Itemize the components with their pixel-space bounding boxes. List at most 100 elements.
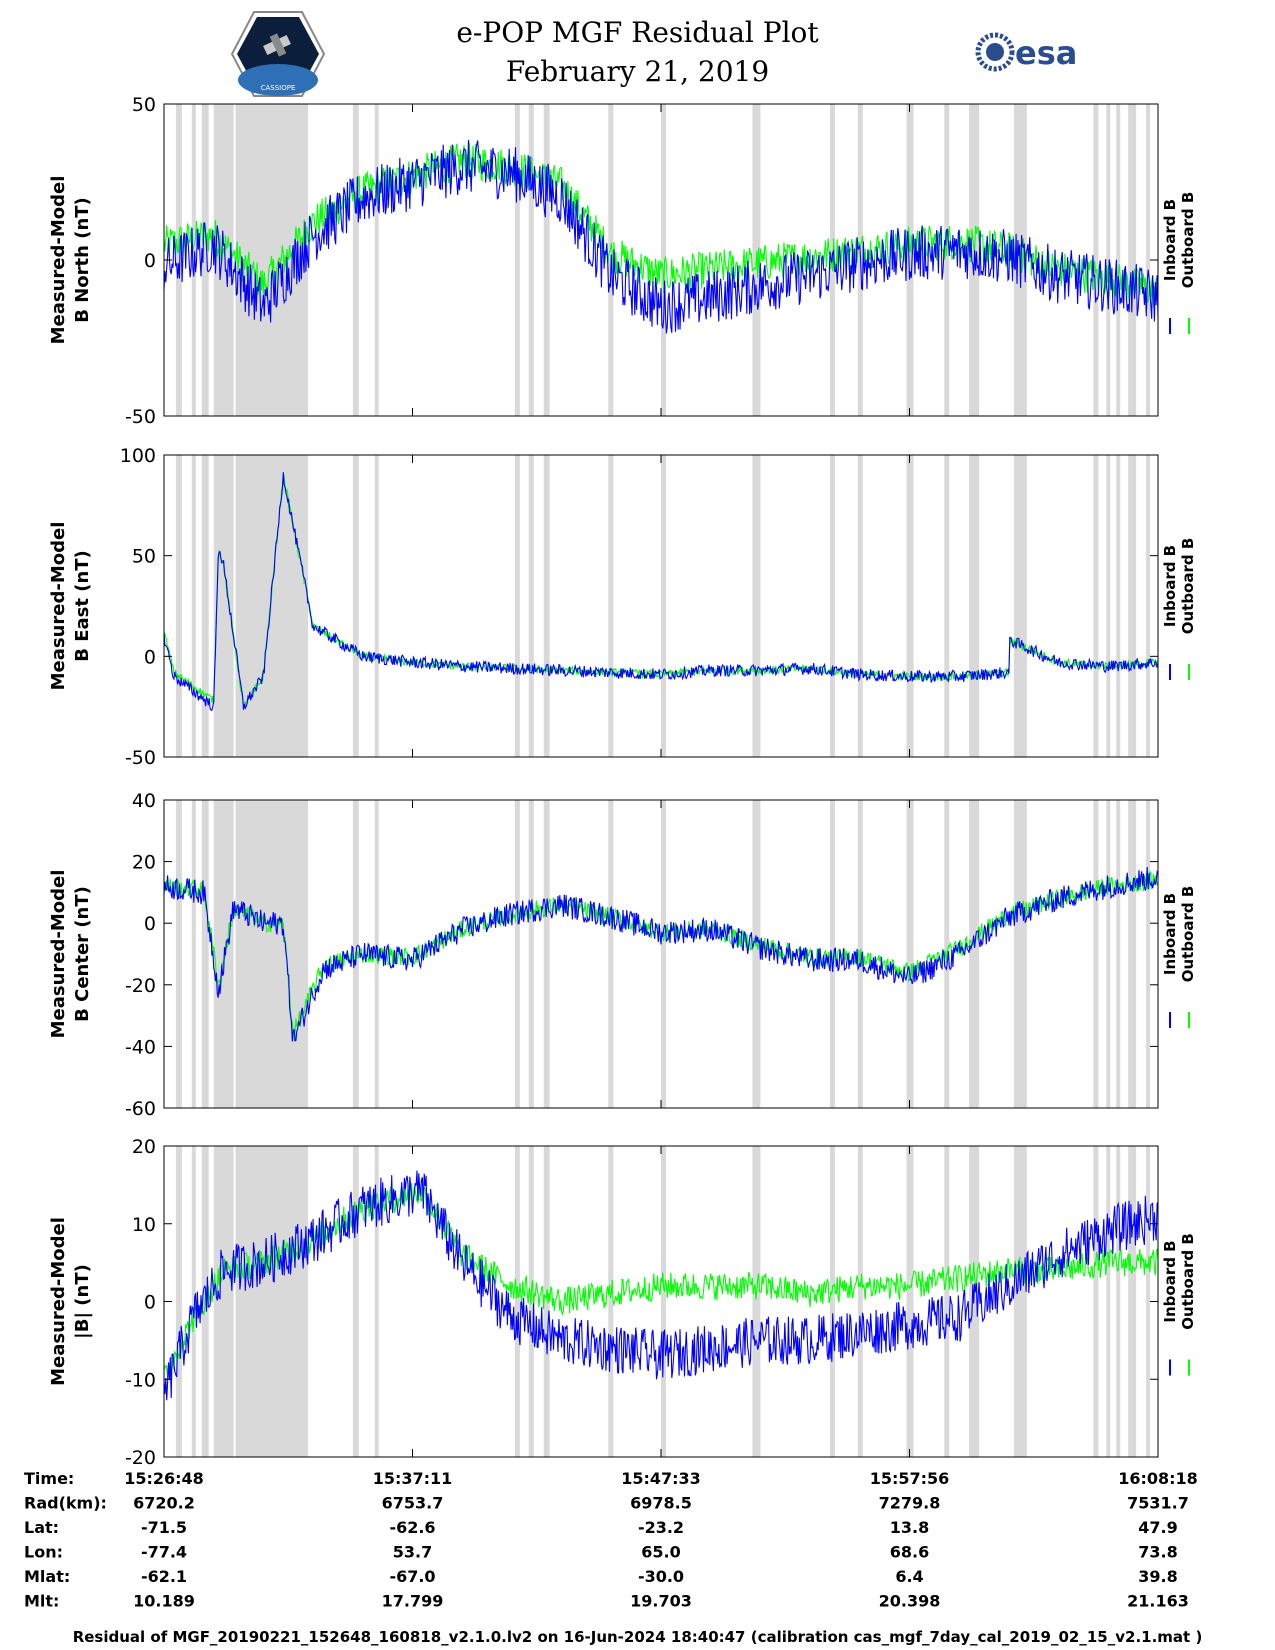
data-gap-band [1116, 800, 1121, 1108]
y-axis-label: Measured-Model B North (nT) [48, 176, 93, 345]
y-axis-label-line: Measured-Model [48, 176, 69, 345]
x-table-row-label: Lat: [24, 1518, 59, 1537]
y-axis-label-line: Measured-Model [48, 1217, 69, 1386]
data-gap-band [201, 800, 209, 1108]
x-table-cell: 73.8 [1138, 1543, 1177, 1562]
x-table-cell: 15:57:56 [870, 1469, 950, 1488]
data-gap-band [201, 455, 209, 757]
x-table-cell: 6978.5 [630, 1494, 692, 1513]
data-gap-band [235, 455, 309, 757]
data-gap-band [1146, 455, 1151, 757]
y-tick-label: 20 [132, 1136, 156, 1158]
panel-3: -60 -40 -20 0 20 40 Measured-Model B Center (nT… [48, 790, 1197, 1120]
y-tick-label: 50 [132, 546, 156, 568]
x-table-cell: 65.0 [641, 1543, 680, 1562]
data-gap-band [1013, 455, 1027, 757]
data-gap-band [528, 104, 534, 416]
data-gap-band [374, 455, 379, 757]
x-table-cell: 15:47:33 [621, 1469, 701, 1488]
esa-logo-text: esa [1015, 34, 1077, 72]
x-table-row-label: Lon: [24, 1543, 63, 1562]
data-gap-band [944, 455, 950, 757]
data-gap-band [608, 455, 614, 757]
y-tick-label: -40 [125, 1036, 156, 1058]
x-table-cell: 7279.8 [879, 1494, 941, 1513]
data-gap-band [528, 455, 534, 757]
legend: Inboard B Outboard B [1161, 192, 1197, 289]
data-gap-band [1116, 1146, 1121, 1457]
data-gap-band [543, 1146, 550, 1457]
data-gap-band [969, 800, 980, 1108]
legend: Inboard B Outboard B [1161, 1233, 1197, 1330]
data-gap-band [213, 1146, 234, 1457]
data-gap-band [1128, 104, 1137, 416]
y-axis-label: Measured-Model |B| (nT) [48, 1217, 93, 1386]
y-tick-label: 0 [144, 913, 156, 935]
data-gap-band [374, 1146, 379, 1457]
data-gap-band [191, 1146, 196, 1457]
data-gap-band [857, 455, 863, 757]
footer-caption: Residual of MGF_20190221_152648_160818_v… [72, 1628, 1203, 1646]
data-gap-band [608, 1146, 614, 1457]
x-table-cell: 6.4 [895, 1567, 923, 1586]
data-gap-band [661, 104, 666, 416]
x-table-cell: 68.6 [890, 1543, 929, 1562]
y-tick-label: -50 [125, 747, 156, 769]
series-line-inboard [163, 139, 1159, 334]
data-gap-band [1116, 104, 1121, 416]
data-gap-band [514, 1146, 520, 1457]
data-gap-band [906, 104, 914, 416]
y-tick-label: 20 [132, 852, 156, 874]
y-tick-label: -20 [125, 1447, 156, 1469]
data-gap-band [1128, 800, 1137, 1108]
x-table-cell: -23.2 [638, 1518, 684, 1537]
data-gap-band [1093, 455, 1099, 757]
x-table-cell: -30.0 [638, 1567, 684, 1586]
data-gap-band [661, 800, 666, 1108]
y-tick-label: 0 [144, 250, 156, 272]
data-gap-band [175, 455, 182, 757]
y-tick-label: 0 [144, 646, 156, 668]
data-gap-band [906, 455, 914, 757]
panel-2: -50 0 50 100 Measured-Model B East (nT) Inboar… [48, 445, 1197, 769]
x-table-cell: 6720.2 [133, 1494, 195, 1513]
x-table-cell: 21.163 [1127, 1592, 1189, 1611]
x-table-cell: 39.8 [1138, 1567, 1177, 1586]
x-table-cell: 7531.7 [1127, 1494, 1189, 1513]
data-gap-band [191, 800, 196, 1108]
data-gap-band [661, 455, 666, 757]
y-axis-label-line: |B| (nT) [72, 1264, 93, 1339]
esa-logo: esa [975, 32, 1077, 72]
y-axis-label: Measured-Model B East (nT) [48, 522, 93, 691]
data-gap-band [235, 800, 309, 1108]
data-gap-band [829, 1146, 835, 1457]
data-gap-band [1093, 1146, 1099, 1457]
y-axis-label-line: B Center (nT) [72, 886, 93, 1022]
data-gap-band [661, 1146, 666, 1457]
x-table-cell: 16:08:18 [1118, 1469, 1198, 1488]
data-gap-band [213, 455, 234, 757]
data-gap-band [352, 1146, 359, 1457]
data-gap-band [944, 104, 950, 416]
data-gap-band [906, 800, 914, 1108]
y-axis-label-line: B East (nT) [72, 550, 93, 662]
legend-label-inboard: Inboard B [1161, 199, 1179, 281]
panel-1: -50 0 50 Measured-Model B North (nT) Inboard … [48, 94, 1197, 428]
y-tick-label: 0 [144, 1292, 156, 1314]
data-gap-band [752, 800, 761, 1108]
x-table-cell: 15:37:11 [373, 1469, 453, 1488]
data-gap-band [514, 800, 520, 1108]
data-gap-band [1093, 104, 1099, 416]
x-table-cell: 17.799 [382, 1592, 444, 1611]
data-gap-band [1106, 1146, 1111, 1457]
data-gap-band [1128, 1146, 1137, 1457]
x-table-row-label: Mlat: [24, 1567, 70, 1586]
data-gap-band [1013, 1146, 1027, 1457]
y-tick-label: -50 [125, 406, 156, 428]
data-gap-band [514, 104, 520, 416]
y-axis-label-line: Measured-Model [48, 870, 69, 1039]
series-line-inboard [163, 866, 1159, 1042]
data-gap-band [829, 455, 835, 757]
data-gap-band [1106, 104, 1111, 416]
y-tick-label: -10 [125, 1369, 156, 1391]
